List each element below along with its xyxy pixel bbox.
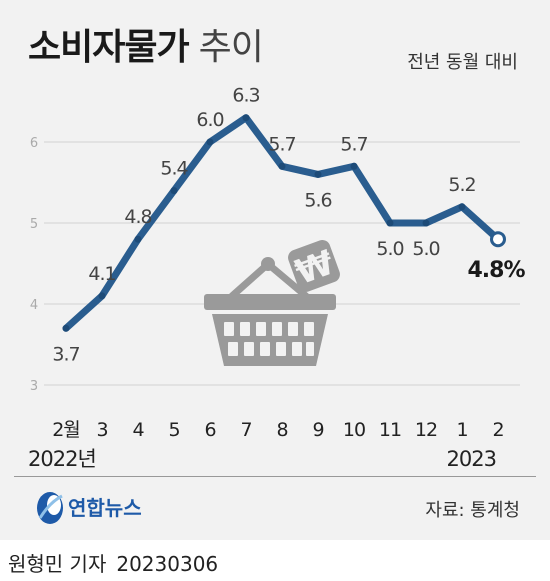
- data-point: [458, 203, 466, 211]
- data-point: [134, 235, 142, 243]
- x-tick-label: 9: [312, 419, 323, 441]
- year-label-end: 2023: [447, 447, 496, 471]
- data-point: [422, 219, 430, 227]
- x-tick-label: 3: [96, 419, 107, 441]
- byline: 원형민 기자 20230306: [8, 548, 218, 577]
- year-label-start: 2022년: [28, 447, 96, 471]
- chart-card: 소비자물가 추이 전년 동월 대비 3 4 5 6 ₩: [0, 0, 550, 540]
- logo-text: 연합뉴스: [68, 496, 142, 520]
- data-label: 5.4: [160, 158, 188, 180]
- data-label: 5.7: [268, 133, 295, 155]
- data-point: [242, 114, 250, 122]
- x-tick-label: 4: [132, 419, 144, 441]
- publish-date: 20230306: [116, 552, 219, 576]
- data-label: 5.2: [448, 174, 475, 196]
- data-point: [206, 138, 214, 146]
- data-point: [314, 170, 322, 178]
- data-label-latest: 4.8%: [467, 258, 525, 283]
- data-label: 6.0: [196, 109, 223, 131]
- y-tick-label: 3: [30, 379, 38, 394]
- data-point: [62, 324, 70, 332]
- data-label: 4.1: [88, 263, 115, 285]
- data-point: [386, 219, 394, 227]
- x-tick-label: 1: [456, 419, 467, 441]
- source-note: 자료: 통계청: [425, 500, 520, 521]
- data-label: 5.0: [376, 238, 403, 260]
- data-point: [170, 187, 178, 195]
- data-label: 3.7: [52, 343, 79, 365]
- x-tick-label: 2: [492, 419, 503, 441]
- data-point-last: [490, 231, 506, 248]
- x-tick-label: 10: [343, 419, 365, 441]
- y-tick-label: 5: [30, 217, 38, 232]
- chart-title: 소비자물가 추이: [28, 18, 264, 70]
- x-tick-label: 6: [204, 419, 215, 441]
- y-tick-label: 4: [30, 298, 38, 313]
- footer-divider: [14, 476, 536, 477]
- x-tick-label: 12: [415, 419, 437, 441]
- x-tick-label: 11: [379, 419, 401, 441]
- x-tick-label: 5: [168, 419, 179, 441]
- yonhap-logo-icon: 연합뉴스: [37, 492, 142, 524]
- data-label: 5.6: [304, 189, 331, 211]
- shopping-basket-icon: ₩: [204, 240, 340, 366]
- x-tick-label: 7: [240, 419, 251, 441]
- x-tick-label: 2월: [52, 419, 80, 441]
- data-label: 4.8: [124, 206, 151, 228]
- data-label: 5.0: [412, 238, 439, 260]
- line-chart: 3 4 5 6 ₩ 3.7 4.1 4.8 5.4 6.0 6.3 5: [28, 85, 526, 471]
- y-tick-label: 6: [30, 136, 38, 151]
- reporter-name: 원형민 기자: [8, 552, 107, 576]
- data-label: 5.7: [340, 133, 367, 155]
- data-label: 6.3: [232, 85, 259, 107]
- data-point: [278, 162, 286, 170]
- data-point: [98, 292, 106, 300]
- chart-subtitle: 전년 동월 대비: [407, 52, 518, 73]
- title-light: 추이: [198, 27, 264, 68]
- title-bold: 소비자물가: [28, 27, 190, 68]
- x-tick-label: 8: [276, 419, 287, 441]
- data-point: [350, 162, 358, 170]
